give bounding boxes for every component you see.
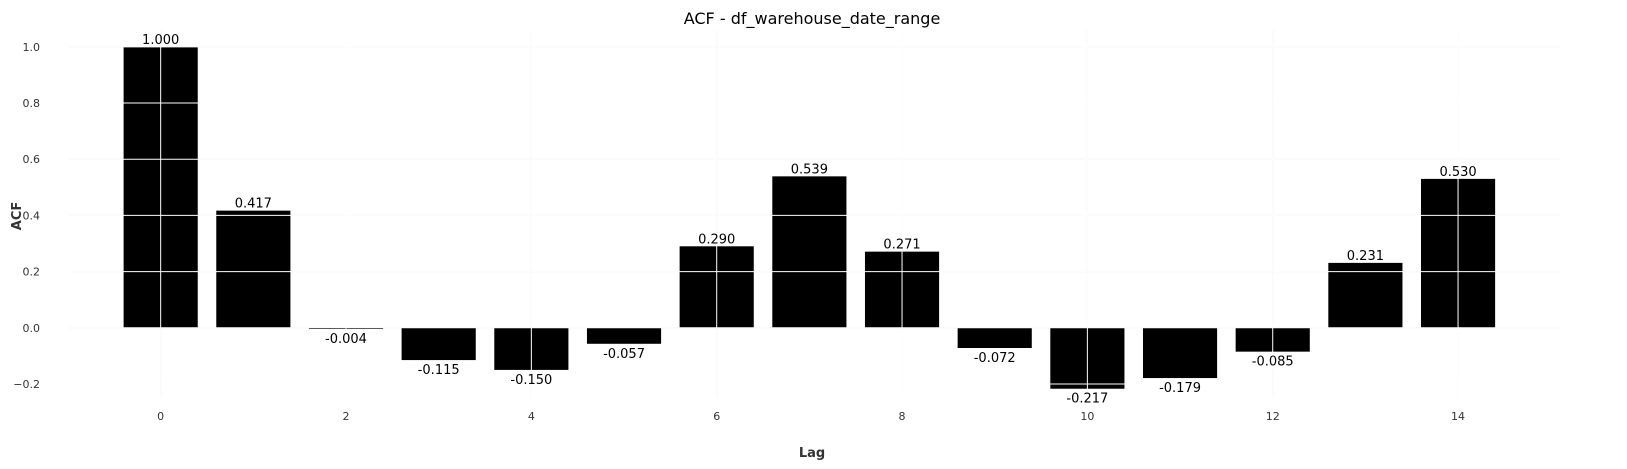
acf-bar bbox=[1328, 262, 1403, 328]
bar-value-label: -0.150 bbox=[510, 373, 552, 388]
bar-value-label: -0.115 bbox=[418, 363, 460, 378]
acf-bar bbox=[586, 327, 662, 344]
bar-value-label: 0.530 bbox=[1439, 165, 1476, 180]
y-tick-label: 1.0 bbox=[23, 41, 41, 54]
x-tick-label: 8 bbox=[899, 410, 906, 423]
bar-value-label: -0.179 bbox=[1159, 381, 1201, 396]
x-tick-label: 4 bbox=[528, 410, 535, 423]
bar-value-label: 0.231 bbox=[1347, 249, 1384, 264]
x-tick-label: 0 bbox=[157, 410, 164, 423]
x-tick-label: 12 bbox=[1266, 410, 1280, 423]
bar-value-label: 0.417 bbox=[235, 197, 272, 212]
acf-bar bbox=[401, 327, 476, 361]
x-tick-label: 14 bbox=[1451, 410, 1465, 423]
grid-over-bars-layer bbox=[68, 30, 1560, 398]
bar-value-label: -0.057 bbox=[603, 347, 645, 362]
data-labels-layer: 1.000 0.417 -0.004 -0.115 -0.150 -0.057 0.290 0… bbox=[142, 33, 1477, 407]
y-tick-label: 0.6 bbox=[23, 153, 41, 166]
chart-title: ACF - df_warehouse_date_range bbox=[684, 9, 941, 29]
y-tick-label: 0.0 bbox=[23, 322, 41, 335]
bar-value-label: 0.539 bbox=[791, 162, 828, 177]
bar-value-label: -0.217 bbox=[1066, 392, 1108, 407]
bar-value-label: -0.004 bbox=[325, 332, 367, 347]
bar-value-label: -0.072 bbox=[974, 351, 1016, 366]
y-tick-label: 0.2 bbox=[23, 266, 41, 279]
bar-value-label: 1.000 bbox=[142, 33, 179, 48]
bar-value-label: -0.085 bbox=[1252, 355, 1294, 370]
y-tick-label: −0.2 bbox=[13, 378, 40, 391]
x-axis-label: Lag bbox=[799, 446, 825, 461]
x-tick-label: 2 bbox=[343, 410, 350, 423]
y-tick-label: 0.4 bbox=[23, 209, 41, 222]
acf-bar bbox=[216, 210, 291, 328]
x-tick-label: 10 bbox=[1080, 410, 1094, 423]
acf-bar bbox=[772, 176, 847, 328]
acf-bar bbox=[1142, 327, 1218, 379]
bar-value-label: 0.271 bbox=[883, 238, 920, 253]
y-tick-label: 0.8 bbox=[23, 97, 41, 110]
y-axis-label: ACF bbox=[10, 202, 25, 230]
bar-value-label: 0.290 bbox=[698, 232, 735, 247]
x-tick-label: 6 bbox=[713, 410, 720, 423]
acf-bar bbox=[957, 327, 1032, 348]
ticks-layer: −0.2 0.0 0.2 0.4 0.6 0.8 1.0 0 2 4 6 8 10 12 14 bbox=[13, 41, 1465, 423]
